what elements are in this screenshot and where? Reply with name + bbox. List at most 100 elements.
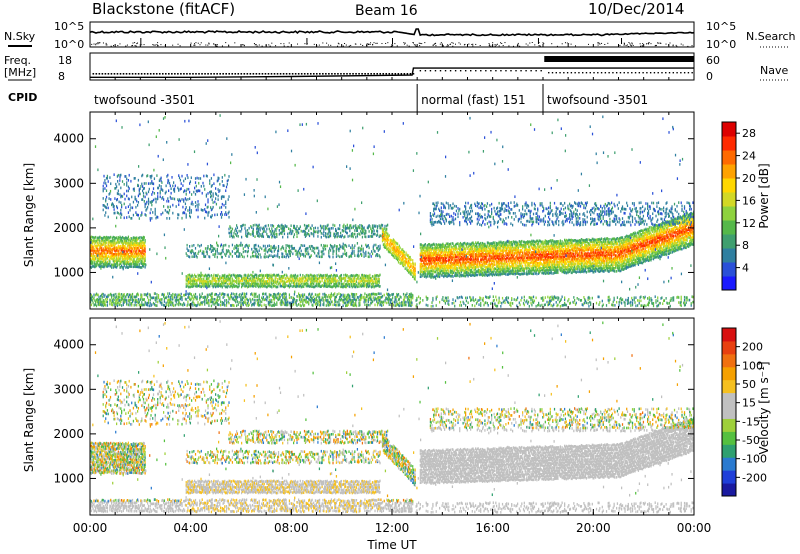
power-cell	[520, 248, 522, 252]
power-cell	[504, 245, 506, 249]
power-cell	[501, 268, 503, 272]
power-cell	[619, 244, 621, 248]
power-cell	[525, 266, 527, 269]
power-cell	[516, 266, 518, 270]
power-cell	[91, 265, 93, 268]
power-cell	[512, 256, 515, 260]
nsearch-dot	[494, 44, 496, 46]
power-cell	[461, 256, 463, 259]
power-cell	[110, 256, 112, 260]
power-cell	[447, 268, 449, 272]
power-cell	[142, 264, 144, 268]
power-cell	[493, 248, 495, 252]
power-cell	[591, 269, 593, 273]
power-cell	[461, 253, 463, 256]
power-cell	[118, 263, 120, 267]
power-cell	[192, 285, 194, 288]
power-cell	[111, 263, 114, 267]
power-cell	[578, 247, 580, 251]
power-cell	[123, 252, 125, 256]
power-cell	[654, 238, 656, 242]
power-cell	[657, 229, 659, 233]
power-cell	[569, 255, 572, 258]
power-cell	[689, 232, 691, 235]
power-cell	[123, 260, 125, 263]
power-cell	[691, 242, 693, 246]
power-cell	[491, 255, 494, 259]
power-cell	[517, 243, 519, 246]
nsky-panel: N.Sky 10^5 10^0 10^5 10^0 N.Search	[4, 20, 796, 51]
power-cell	[428, 267, 430, 270]
power-cell	[658, 238, 661, 242]
power-cell	[615, 266, 617, 269]
power-cell	[508, 264, 510, 267]
power-cell	[460, 268, 463, 272]
power-cell	[113, 253, 115, 256]
power-cell	[652, 236, 655, 239]
power-cell	[112, 247, 114, 251]
power-cell	[622, 243, 624, 246]
power-cell	[643, 239, 645, 243]
power-cell	[647, 255, 650, 259]
power-cell	[620, 252, 622, 255]
power-cell	[138, 263, 140, 266]
power-cell	[542, 240, 544, 244]
power-cell	[141, 244, 143, 248]
power-cell	[674, 249, 676, 253]
power-cell	[597, 267, 599, 271]
power-cell	[520, 269, 522, 273]
power-cell	[684, 219, 687, 223]
power-cell	[440, 269, 442, 273]
power-cell	[657, 240, 660, 243]
power-cell	[90, 249, 92, 252]
power-cell	[595, 256, 598, 260]
power-cell	[540, 258, 542, 261]
power-cell	[581, 241, 583, 245]
power-cell	[510, 246, 512, 250]
power-cell	[491, 273, 493, 276]
power-cell	[630, 263, 632, 266]
power-cell	[517, 246, 520, 250]
power-cell	[553, 247, 556, 250]
power-cell	[678, 230, 680, 233]
power-cell	[612, 264, 614, 267]
power-cell	[624, 240, 626, 243]
power-cell	[515, 255, 517, 259]
power-cell	[690, 217, 692, 220]
nsearch-dot	[435, 45, 437, 47]
power-cell	[90, 262, 93, 265]
power-cell	[112, 235, 114, 239]
nsearch-dot	[337, 42, 339, 44]
power-cell	[436, 267, 438, 270]
power-cell	[99, 263, 101, 266]
power-cell	[649, 231, 651, 234]
nsearch-dot	[629, 43, 631, 45]
power-cell	[609, 241, 611, 244]
power-cell	[498, 259, 500, 263]
power-cell	[189, 280, 192, 283]
power-cell	[530, 251, 532, 255]
power-cell	[112, 253, 114, 256]
power-cell	[459, 255, 461, 258]
power-cell	[505, 257, 507, 261]
power-cell	[576, 262, 578, 265]
power-cell	[442, 259, 444, 263]
power-cell	[554, 250, 556, 253]
power-cell	[646, 243, 648, 247]
power-cell	[657, 232, 660, 236]
power-cell	[144, 255, 146, 258]
power-cell	[638, 235, 640, 238]
nave-dot	[520, 70, 522, 72]
power-cell	[100, 236, 102, 239]
power-cell	[662, 233, 664, 237]
power-cell	[478, 269, 480, 272]
nsearch-dot	[313, 43, 315, 45]
power-cell	[137, 254, 139, 257]
power-cell	[658, 255, 661, 258]
power-cell	[428, 254, 430, 257]
power-cell	[508, 272, 510, 276]
power-cell	[496, 273, 499, 276]
power-cell	[605, 243, 608, 247]
power-cell	[420, 275, 422, 278]
power-cell	[651, 237, 653, 240]
